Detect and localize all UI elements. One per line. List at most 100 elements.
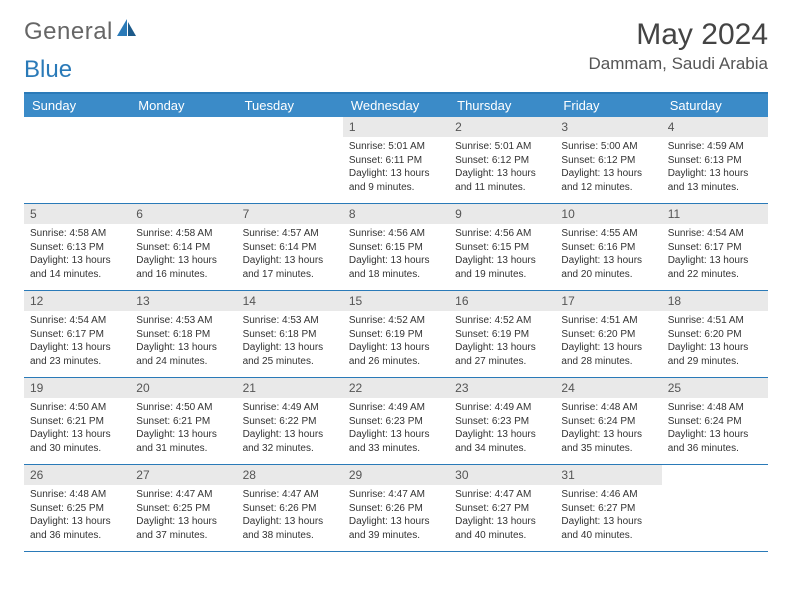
day-number: 3 bbox=[555, 117, 661, 137]
day-cell: 26 Sunrise: 4:48 AMSunset: 6:25 PMDayligh… bbox=[24, 465, 130, 551]
sunrise-text: Sunrise: 4:48 AM bbox=[30, 488, 124, 502]
day-number: 2 bbox=[449, 117, 555, 137]
day-cell: 10Sunrise: 4:55 AMSunset: 6:16 PMDayligh… bbox=[555, 204, 661, 290]
sunset-text: Sunset: 6:12 PM bbox=[561, 154, 655, 168]
sunrise-text: Sunrise: 5:01 AM bbox=[349, 140, 443, 154]
day-header-cell: Saturday bbox=[662, 94, 768, 117]
empty-cell bbox=[237, 117, 343, 203]
sunrise-text: Sunrise: 4:54 AM bbox=[30, 314, 124, 328]
daylight-text: Daylight: 13 hours and 36 minutes. bbox=[30, 515, 124, 542]
day-cell: 16Sunrise: 4:52 AMSunset: 6:19 PMDayligh… bbox=[449, 291, 555, 377]
day-cell: 17Sunrise: 4:51 AMSunset: 6:20 PMDayligh… bbox=[555, 291, 661, 377]
sunset-text: Sunset: 6:15 PM bbox=[455, 241, 549, 255]
sunset-text: Sunset: 6:26 PM bbox=[349, 502, 443, 516]
day-cell: 3 Sunrise: 5:00 AMSunset: 6:12 PMDaylight… bbox=[555, 117, 661, 203]
sunrise-text: Sunrise: 5:00 AM bbox=[561, 140, 655, 154]
day-number: 9 bbox=[449, 204, 555, 224]
daylight-text: Daylight: 13 hours and 40 minutes. bbox=[561, 515, 655, 542]
day-number: 5 bbox=[24, 204, 130, 224]
day-cell: 20Sunrise: 4:50 AMSunset: 6:21 PMDayligh… bbox=[130, 378, 236, 464]
daylight-text: Daylight: 13 hours and 13 minutes. bbox=[668, 167, 762, 194]
day-cell: 8Sunrise: 4:56 AMSunset: 6:15 PMDaylight… bbox=[343, 204, 449, 290]
sunset-text: Sunset: 6:25 PM bbox=[30, 502, 124, 516]
day-cell: 9Sunrise: 4:56 AMSunset: 6:15 PMDaylight… bbox=[449, 204, 555, 290]
day-number: 8 bbox=[343, 204, 449, 224]
week-row: 26Sunrise: 4:48 AMSunset: 6:25 PMDayligh… bbox=[24, 465, 768, 552]
sunrise-text: Sunrise: 4:47 AM bbox=[349, 488, 443, 502]
week-row: 1Sunrise: 5:01 AMSunset: 6:11 PMDaylight… bbox=[24, 117, 768, 204]
daylight-text: Daylight: 13 hours and 16 minutes. bbox=[136, 254, 230, 281]
sunset-text: Sunset: 6:14 PM bbox=[136, 241, 230, 255]
day-cell: 13Sunrise: 4:53 AMSunset: 6:18 PMDayligh… bbox=[130, 291, 236, 377]
day-number: 28 bbox=[237, 465, 343, 485]
day-cell: 14Sunrise: 4:53 AMSunset: 6:18 PMDayligh… bbox=[237, 291, 343, 377]
sunrise-text: Sunrise: 4:48 AM bbox=[561, 401, 655, 415]
day-number: 29 bbox=[343, 465, 449, 485]
day-header-cell: Sunday bbox=[24, 94, 130, 117]
day-cell: 25Sunrise: 4:48 AMSunset: 6:24 PMDayligh… bbox=[662, 378, 768, 464]
day-cell: 22Sunrise: 4:49 AMSunset: 6:23 PMDayligh… bbox=[343, 378, 449, 464]
day-cell: 6Sunrise: 4:58 AMSunset: 6:14 PMDaylight… bbox=[130, 204, 236, 290]
sunset-text: Sunset: 6:27 PM bbox=[561, 502, 655, 516]
day-cell: 21Sunrise: 4:49 AMSunset: 6:22 PMDayligh… bbox=[237, 378, 343, 464]
week-row: 5Sunrise: 4:58 AMSunset: 6:13 PMDaylight… bbox=[24, 204, 768, 291]
sunset-text: Sunset: 6:17 PM bbox=[30, 328, 124, 342]
sunrise-text: Sunrise: 4:59 AM bbox=[668, 140, 762, 154]
day-number: 10 bbox=[555, 204, 661, 224]
daylight-text: Daylight: 13 hours and 35 minutes. bbox=[561, 428, 655, 455]
day-cell: 2Sunrise: 5:01 AMSunset: 6:12 PMDaylight… bbox=[449, 117, 555, 203]
day-number: 21 bbox=[237, 378, 343, 398]
sunset-text: Sunset: 6:21 PM bbox=[30, 415, 124, 429]
day-header-cell: Monday bbox=[130, 94, 236, 117]
sunset-text: Sunset: 6:23 PM bbox=[455, 415, 549, 429]
sunset-text: Sunset: 6:19 PM bbox=[349, 328, 443, 342]
daylight-text: Daylight: 13 hours and 38 minutes. bbox=[243, 515, 337, 542]
sunrise-text: Sunrise: 4:56 AM bbox=[349, 227, 443, 241]
daylight-text: Daylight: 13 hours and 14 minutes. bbox=[30, 254, 124, 281]
daylight-text: Daylight: 13 hours and 32 minutes. bbox=[243, 428, 337, 455]
day-cell: 28Sunrise: 4:47 AMSunset: 6:26 PMDayligh… bbox=[237, 465, 343, 551]
day-cell: 12 Sunrise: 4:54 AMSunset: 6:17 PMDayligh… bbox=[24, 291, 130, 377]
daylight-text: Daylight: 13 hours and 27 minutes. bbox=[455, 341, 549, 368]
day-header-cell: Thursday bbox=[449, 94, 555, 117]
daylight-text: Daylight: 13 hours and 40 minutes. bbox=[455, 515, 549, 542]
day-cell: 27Sunrise: 4:47 AMSunset: 6:25 PMDayligh… bbox=[130, 465, 236, 551]
day-cell: 23Sunrise: 4:49 AMSunset: 6:23 PMDayligh… bbox=[449, 378, 555, 464]
daylight-text: Daylight: 13 hours and 9 minutes. bbox=[349, 167, 443, 194]
daylight-text: Daylight: 13 hours and 19 minutes. bbox=[455, 254, 549, 281]
sunrise-text: Sunrise: 4:47 AM bbox=[455, 488, 549, 502]
day-cell: 1Sunrise: 5:01 AMSunset: 6:11 PMDaylight… bbox=[343, 117, 449, 203]
sunrise-text: Sunrise: 4:52 AM bbox=[349, 314, 443, 328]
day-number: 15 bbox=[343, 291, 449, 311]
day-number: 30 bbox=[449, 465, 555, 485]
sunrise-text: Sunrise: 4:47 AM bbox=[136, 488, 230, 502]
day-number: 26 bbox=[24, 465, 130, 485]
sunset-text: Sunset: 6:13 PM bbox=[668, 154, 762, 168]
empty-cell bbox=[24, 117, 130, 203]
sunrise-text: Sunrise: 4:49 AM bbox=[243, 401, 337, 415]
sunrise-text: Sunrise: 4:51 AM bbox=[668, 314, 762, 328]
sunrise-text: Sunrise: 4:50 AM bbox=[136, 401, 230, 415]
daylight-text: Daylight: 13 hours and 37 minutes. bbox=[136, 515, 230, 542]
day-number: 23 bbox=[449, 378, 555, 398]
daylight-text: Daylight: 13 hours and 28 minutes. bbox=[561, 341, 655, 368]
daylight-text: Daylight: 13 hours and 12 minutes. bbox=[561, 167, 655, 194]
sunrise-text: Sunrise: 4:52 AM bbox=[455, 314, 549, 328]
day-number: 25 bbox=[662, 378, 768, 398]
sunrise-text: Sunrise: 4:58 AM bbox=[136, 227, 230, 241]
sunset-text: Sunset: 6:19 PM bbox=[455, 328, 549, 342]
sunset-text: Sunset: 6:13 PM bbox=[30, 241, 124, 255]
sunset-text: Sunset: 6:18 PM bbox=[136, 328, 230, 342]
daylight-text: Daylight: 13 hours and 23 minutes. bbox=[30, 341, 124, 368]
sunset-text: Sunset: 6:23 PM bbox=[349, 415, 443, 429]
daylight-text: Daylight: 13 hours and 22 minutes. bbox=[668, 254, 762, 281]
logo-text-2: Blue bbox=[24, 56, 768, 84]
sunset-text: Sunset: 6:17 PM bbox=[668, 241, 762, 255]
sunrise-text: Sunrise: 4:54 AM bbox=[668, 227, 762, 241]
sunset-text: Sunset: 6:16 PM bbox=[561, 241, 655, 255]
daylight-text: Daylight: 13 hours and 34 minutes. bbox=[455, 428, 549, 455]
day-number: 12 bbox=[24, 291, 130, 311]
sunrise-text: Sunrise: 4:57 AM bbox=[243, 227, 337, 241]
day-cell: 4Sunrise: 4:59 AMSunset: 6:13 PMDaylight… bbox=[662, 117, 768, 203]
sunrise-text: Sunrise: 4:49 AM bbox=[349, 401, 443, 415]
